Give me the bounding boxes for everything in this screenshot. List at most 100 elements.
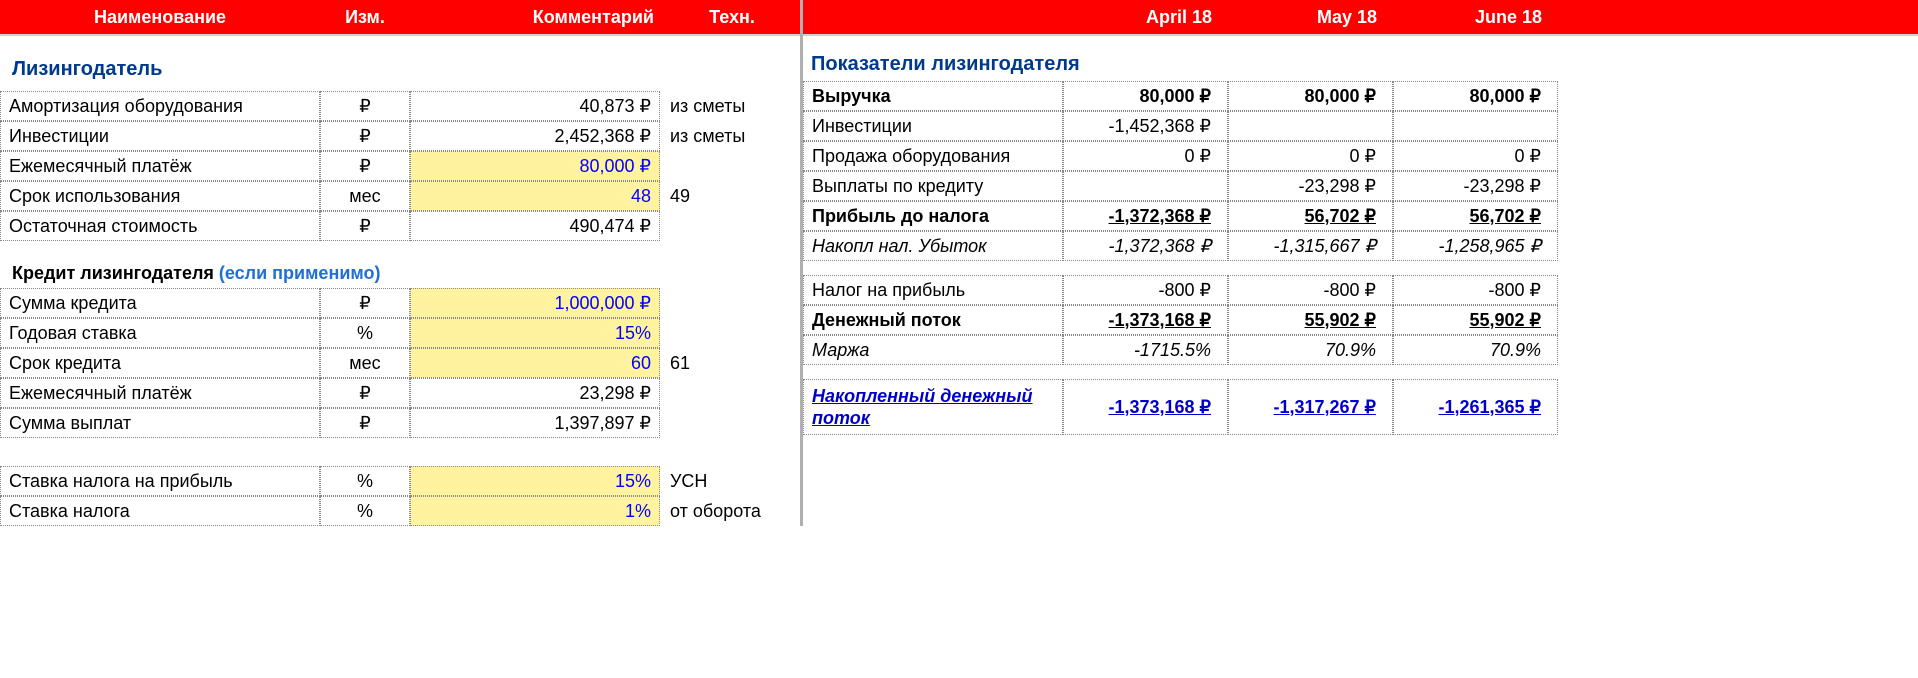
header-comment: Комментарий: [410, 7, 660, 28]
credit-name-cell[interactable]: Сумма выплат: [0, 408, 320, 438]
cashflow-label-cell[interactable]: Накопленный денежный поток: [803, 379, 1063, 435]
lessor-name-cell[interactable]: Ежемесячный платёж: [0, 151, 320, 181]
left-panel: Наименование Изм. Комментарий Техн. Лизи…: [0, 0, 800, 526]
metric-may-cell[interactable]: 0 ₽: [1228, 141, 1393, 171]
tax-name-cell[interactable]: Ставка налога на прибыль: [0, 466, 320, 496]
metric-label-cell[interactable]: Продажа оборудования: [803, 141, 1063, 171]
metric-row: Инвестиции-1,452,368 ₽: [803, 111, 1918, 141]
credit-unit-cell[interactable]: ₽: [320, 288, 410, 318]
tax-name-cell[interactable]: Ставка налога: [0, 496, 320, 526]
metric-may-cell[interactable]: -23,298 ₽: [1228, 171, 1393, 201]
lessor-value-cell[interactable]: 80,000 ₽: [410, 151, 660, 181]
metric2-jun-cell[interactable]: 70.9%: [1393, 335, 1558, 365]
lessor-unit-cell[interactable]: ₽: [320, 121, 410, 151]
tax-row: Ставка налога на прибыль%15%УСН: [0, 466, 800, 496]
credit-title-main: Кредит лизингодателя: [12, 263, 219, 283]
lessor-name-cell[interactable]: Инвестиции: [0, 121, 320, 151]
lessor-row: Ежемесячный платёж₽80,000 ₽: [0, 151, 800, 181]
lessor-row: Инвестиции₽2,452,368 ₽из сметы: [0, 121, 800, 151]
credit-value-cell[interactable]: 60: [410, 348, 660, 378]
credit-value-cell[interactable]: 23,298 ₽: [410, 378, 660, 408]
credit-unit-cell[interactable]: мес: [320, 348, 410, 378]
lessor-name-cell[interactable]: Остаточная стоимость: [0, 211, 320, 241]
metric2-apr-cell[interactable]: -1715.5%: [1063, 335, 1228, 365]
metric-jun-cell[interactable]: 80,000 ₽: [1393, 81, 1558, 111]
cashflow-apr[interactable]: -1,373,168 ₽: [1063, 379, 1228, 435]
credit-value-cell[interactable]: 15%: [410, 318, 660, 348]
metric-apr-cell[interactable]: 0 ₽: [1063, 141, 1228, 171]
credit-name-cell[interactable]: Годовая ставка: [0, 318, 320, 348]
metric-label-cell[interactable]: Инвестиции: [803, 111, 1063, 141]
credit-title-sub: (если применимо): [219, 263, 381, 283]
lessor-unit-cell[interactable]: мес: [320, 181, 410, 211]
metric-row: Накопл нал. Убыток-1,372,368 ₽-1,315,667…: [803, 231, 1918, 261]
lessor-value-cell[interactable]: 40,873 ₽: [410, 91, 660, 121]
metric2-label-cell[interactable]: Денежный поток: [803, 305, 1063, 335]
metric-apr-cell[interactable]: 80,000 ₽: [1063, 81, 1228, 111]
tax-value-cell[interactable]: 15%: [410, 466, 660, 496]
metric-jun-cell[interactable]: 0 ₽: [1393, 141, 1558, 171]
credit-value-cell[interactable]: 1,000,000 ₽: [410, 288, 660, 318]
credit-row: Сумма кредита₽1,000,000 ₽: [0, 288, 800, 318]
header-tech: Техн.: [660, 7, 800, 28]
credit-unit-cell[interactable]: %: [320, 318, 410, 348]
metric-apr-cell[interactable]: -1,452,368 ₽: [1063, 111, 1228, 141]
lessor-note-cell: [660, 151, 800, 181]
tax-unit-cell[interactable]: %: [320, 496, 410, 526]
tax-value-cell[interactable]: 1%: [410, 496, 660, 526]
metric2-label-cell[interactable]: Маржа: [803, 335, 1063, 365]
credit-name-cell[interactable]: Ежемесячный платёж: [0, 378, 320, 408]
metric-may-cell[interactable]: 80,000 ₽: [1228, 81, 1393, 111]
metric-apr-cell[interactable]: -1,372,368 ₽: [1063, 231, 1228, 261]
credit-row: Срок кредитамес6061: [0, 348, 800, 378]
lessor-name-cell[interactable]: Амортизация оборудования: [0, 91, 320, 121]
metric2-may-cell[interactable]: 55,902 ₽: [1228, 305, 1393, 335]
credit-note-cell: [660, 288, 800, 318]
metric2-jun-cell[interactable]: -800 ₽: [1393, 275, 1558, 305]
lessor-value-cell[interactable]: 48: [410, 181, 660, 211]
lessor-unit-cell[interactable]: ₽: [320, 91, 410, 121]
lessor-value-cell[interactable]: 490,474 ₽: [410, 211, 660, 241]
metric-row: Продажа оборудования0 ₽0 ₽0 ₽: [803, 141, 1918, 171]
metric-label-cell[interactable]: Прибыль до налога: [803, 201, 1063, 231]
right-rows-group1: Выручка80,000 ₽80,000 ₽80,000 ₽Инвестици…: [803, 81, 1918, 261]
metric2-jun-cell[interactable]: 55,902 ₽: [1393, 305, 1558, 335]
metric-may-cell[interactable]: [1228, 111, 1393, 141]
metric-label-cell[interactable]: Накопл нал. Убыток: [803, 231, 1063, 261]
right-section-title-text: Показатели лизингодателя: [811, 53, 1080, 75]
credit-name-cell[interactable]: Сумма кредита: [0, 288, 320, 318]
lessor-note-cell: 49: [660, 181, 800, 211]
metric-label-cell[interactable]: Выплаты по кредиту: [803, 171, 1063, 201]
lessor-unit-cell[interactable]: ₽: [320, 211, 410, 241]
credit-name-cell[interactable]: Срок кредита: [0, 348, 320, 378]
lessor-unit-cell[interactable]: ₽: [320, 151, 410, 181]
credit-unit-cell[interactable]: ₽: [320, 408, 410, 438]
lessor-value-cell[interactable]: 2,452,368 ₽: [410, 121, 660, 151]
lessor-name-cell[interactable]: Срок использования: [0, 181, 320, 211]
credit-note-cell: 61: [660, 348, 800, 378]
metric-may-cell[interactable]: 56,702 ₽: [1228, 201, 1393, 231]
metric2-may-cell[interactable]: -800 ₽: [1228, 275, 1393, 305]
metric-label-cell[interactable]: Выручка: [803, 81, 1063, 111]
metric-apr-cell[interactable]: -1,372,368 ₽: [1063, 201, 1228, 231]
right-header-row: April 18 May 18 June 18: [803, 0, 1918, 36]
metric-jun-cell[interactable]: -23,298 ₽: [1393, 171, 1558, 201]
metric2-apr-cell[interactable]: -800 ₽: [1063, 275, 1228, 305]
tax-unit-cell[interactable]: %: [320, 466, 410, 496]
credit-unit-cell[interactable]: ₽: [320, 378, 410, 408]
metric-jun-cell[interactable]: -1,258,965 ₽: [1393, 231, 1558, 261]
credit-value-cell[interactable]: 1,397,897 ₽: [410, 408, 660, 438]
metric-apr-cell[interactable]: [1063, 171, 1228, 201]
right-panel: April 18 May 18 June 18 Показатели лизин…: [800, 0, 1918, 526]
metric2-label-cell[interactable]: Налог на прибыль: [803, 275, 1063, 305]
lessor-row: Амортизация оборудования₽40,873 ₽из смет…: [0, 91, 800, 121]
metric-jun-cell[interactable]: [1393, 111, 1558, 141]
cashflow-may[interactable]: -1,317,267 ₽: [1228, 379, 1393, 435]
cashflow-jun[interactable]: -1,261,365 ₽: [1393, 379, 1558, 435]
metric2-apr-cell[interactable]: -1,373,168 ₽: [1063, 305, 1228, 335]
lessor-row: Остаточная стоимость₽490,474 ₽: [0, 211, 800, 241]
metric-row: Выручка80,000 ₽80,000 ₽80,000 ₽: [803, 81, 1918, 111]
metric2-may-cell[interactable]: 70.9%: [1228, 335, 1393, 365]
metric-jun-cell[interactable]: 56,702 ₽: [1393, 201, 1558, 231]
metric-may-cell[interactable]: -1,315,667 ₽: [1228, 231, 1393, 261]
